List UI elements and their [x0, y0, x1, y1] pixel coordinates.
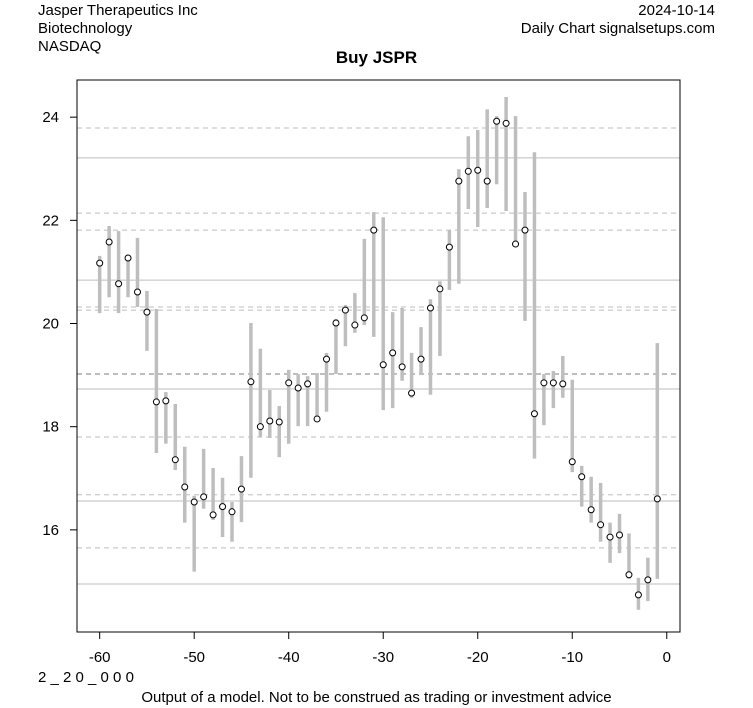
- close-marker: [190, 498, 198, 506]
- close-marker: [115, 280, 123, 288]
- company-name: Jasper Therapeutics Inc: [38, 2, 198, 19]
- close-marker: [512, 240, 520, 248]
- close-marker: [370, 226, 378, 234]
- close-marker: [559, 380, 567, 388]
- close-marker: [379, 361, 387, 369]
- close-marker: [426, 304, 434, 312]
- close-marker: [625, 571, 633, 579]
- range-bars: [97, 97, 660, 610]
- close-marker: [521, 226, 529, 234]
- sector: Biotechnology: [38, 20, 133, 37]
- close-marker: [634, 591, 642, 599]
- close-marker: [219, 503, 227, 511]
- y-tick-label: 24: [42, 109, 59, 126]
- close-marker: [445, 243, 453, 251]
- y-tick-label: 18: [42, 419, 59, 436]
- plot-frame: [76, 79, 681, 633]
- close-marker: [304, 380, 312, 388]
- y-tick-label: 16: [42, 522, 59, 539]
- close-marker: [493, 117, 501, 125]
- chart-title: Buy JSPR: [335, 48, 418, 67]
- close-marker: [417, 355, 425, 363]
- axes: -60 -50 -40 -30 -20 -10 0 16 18 20 22 24: [42, 109, 671, 666]
- chart-date: 2024-10-14: [638, 2, 715, 19]
- close-marker: [200, 493, 208, 501]
- close-marker: [133, 288, 141, 296]
- close-marker: [351, 321, 359, 329]
- close-marker: [474, 166, 482, 174]
- close-marker: [143, 308, 151, 316]
- close-marker: [360, 314, 368, 322]
- chart-source: Daily Chart signalsetups.com: [520, 20, 715, 37]
- close-marker: [597, 521, 605, 529]
- close-marker: [294, 384, 302, 392]
- close-marker: [247, 378, 255, 386]
- x-tick-label: -50: [183, 649, 205, 666]
- close-marker: [237, 485, 245, 493]
- close-marker: [313, 415, 321, 423]
- close-marker: [181, 483, 189, 491]
- close-marker: [606, 533, 614, 541]
- close-marker: [436, 285, 444, 293]
- y-tick-label: 22: [42, 212, 59, 229]
- close-marker: [266, 417, 274, 425]
- close-marker: [568, 458, 576, 466]
- close-marker: [502, 119, 510, 127]
- close-marker: [171, 456, 179, 464]
- close-marker: [209, 511, 217, 519]
- close-marker: [578, 473, 586, 481]
- x-tick-label: -40: [278, 649, 300, 666]
- close-marker: [483, 177, 491, 185]
- close-marker: [549, 379, 557, 387]
- close-marker: [323, 355, 331, 363]
- price-levels: [77, 127, 680, 585]
- close-marker: [389, 349, 397, 357]
- disclaimer: Output of a model. Not to be construed a…: [141, 689, 612, 706]
- close-marker: [530, 410, 538, 418]
- close-markers: [96, 117, 661, 599]
- close-marker: [455, 177, 463, 185]
- close-marker: [332, 319, 340, 327]
- close-marker: [341, 306, 349, 314]
- close-marker: [256, 423, 264, 431]
- close-marker: [398, 363, 406, 371]
- close-marker: [408, 389, 416, 397]
- x-tick-label: -60: [89, 649, 111, 666]
- exchange: NASDAQ: [38, 38, 102, 55]
- close-marker: [540, 379, 548, 387]
- close-marker: [616, 531, 624, 539]
- model-code: 2 _ 2 0 _ 0 0 0: [38, 669, 134, 686]
- close-marker: [105, 238, 113, 246]
- close-marker: [124, 254, 132, 262]
- close-marker: [587, 506, 595, 514]
- close-marker: [228, 508, 236, 516]
- close-marker: [644, 576, 652, 584]
- close-marker: [96, 259, 104, 267]
- close-marker: [464, 167, 472, 175]
- x-tick-label: 0: [663, 649, 671, 666]
- close-marker: [653, 495, 661, 503]
- close-marker: [162, 397, 170, 405]
- x-tick-label: -30: [372, 649, 394, 666]
- x-tick-label: -20: [467, 649, 489, 666]
- close-marker: [275, 418, 283, 426]
- x-tick-label: -10: [561, 649, 583, 666]
- close-marker: [152, 398, 160, 406]
- y-tick-label: 20: [42, 315, 59, 332]
- close-marker: [285, 379, 293, 387]
